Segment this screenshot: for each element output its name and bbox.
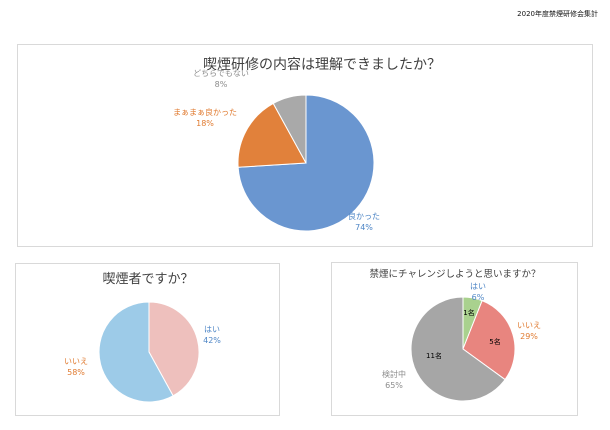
slice-percent-1: 29% [520,332,538,341]
slice-label-1: いいえ [64,357,88,366]
pie-slice-1 [237,102,307,168]
chart-panel-understanding: 喫煙研修の内容は理解できましたか？ 良かった 74% まぁまぁ良かった 18% どちらで… [17,44,593,247]
slice-label-1: まぁまぁ良かった [173,107,237,117]
slice-label-1: いいえ [517,321,541,330]
slice-percent-1: 18% [196,119,214,128]
slice-percent-0: 6% [472,293,485,302]
slice-label-2: どちらでもない [193,69,249,78]
pie-slice-0 [148,301,200,397]
slice-percent-2: 8% [215,80,228,89]
pie-chart-smoker: 喫煙者ですか？ はい 42% いいえ 58% [64,272,221,403]
pie-slice-1 [98,301,174,403]
slice-label-0: はい [204,325,220,334]
pie-slice-2 [410,296,506,402]
page-header: 2020年度禁煙研修会集計 [517,10,598,18]
pie-slice-2 [272,94,307,164]
chart-panel-smoker: 喫煙者ですか？ はい 42% いいえ 58% [15,263,280,416]
slice-percent-2: 65% [385,381,403,390]
slice-label-0: はい [470,282,486,291]
chart-title: 喫煙研修の内容は理解できましたか？ [203,56,441,73]
slice-percent-1: 58% [67,368,85,377]
slice-label-2: 検討中 [382,369,406,379]
pie-chart-understanding: 喫煙研修の内容は理解できましたか？ 良かった 74% まぁまぁ良かった 18% どちらで… [173,56,441,232]
chart-title: 喫煙者ですか？ [102,272,193,287]
slice-label-0: 良かった [348,211,380,221]
chart-title: 禁煙にチャレンジしようと思いますか？ [370,269,541,280]
slice-count-2: 11名 [426,351,442,360]
slice-percent-0: 74% [355,223,373,232]
pie-slice-1 [462,300,516,381]
slice-percent-0: 42% [203,336,221,345]
chart-panel-challenge: 禁煙にチャレンジしようと思いますか？ はい 6% 1名いいえ 29% 5名検討中 65% 1… [331,262,578,416]
slice-count-1: 5名 [489,337,500,346]
slice-count-0: 1名 [463,308,474,317]
